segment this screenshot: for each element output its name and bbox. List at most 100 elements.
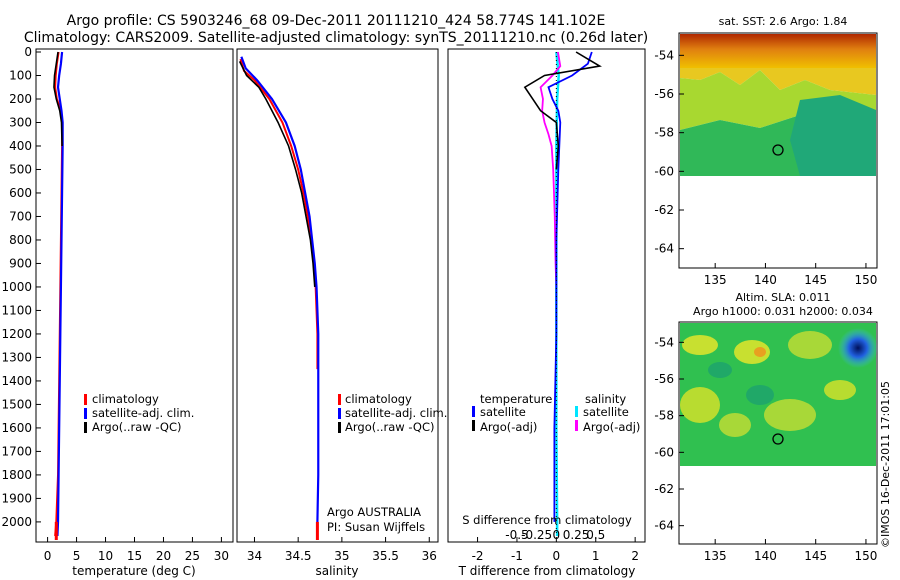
salinity-legend: climatology satellite-adj. clim. Argo(..… bbox=[327, 392, 447, 534]
depth-tick-label: 200 bbox=[9, 92, 32, 106]
depth-tick-label: 400 bbox=[9, 139, 32, 153]
lat-tick-label: -54 bbox=[654, 335, 674, 349]
depth-tick-label: 800 bbox=[9, 233, 32, 247]
sst-map-title: sat. SST: 2.6 Argo: 1.84 bbox=[719, 15, 848, 28]
climatology-bottom-marker bbox=[315, 521, 319, 540]
x-tick-label: 30 bbox=[214, 549, 229, 563]
sla-patch bbox=[746, 385, 774, 405]
lon-tick-label: 140 bbox=[754, 273, 777, 287]
legend-swatch-argo bbox=[338, 422, 341, 433]
depth-tick-label: 700 bbox=[9, 209, 32, 223]
legend-swatch-satellite bbox=[84, 408, 87, 419]
series-s-argo-line bbox=[539, 51, 562, 287]
figure-title-line1: Argo profile: CS 5903246_68 09-Dec-2011 … bbox=[67, 13, 606, 29]
difference-axis-label: T difference from climatology bbox=[458, 564, 636, 578]
depth-tick-label: 500 bbox=[9, 162, 32, 176]
sla-patch bbox=[824, 380, 856, 400]
figure-title-line2: Climatology: CARS2009. Satellite-adjuste… bbox=[24, 30, 648, 46]
legend-title-salinity: salinity bbox=[585, 392, 626, 406]
sla-patch bbox=[734, 340, 770, 364]
sla-patch bbox=[708, 362, 732, 378]
lon-tick-label: 150 bbox=[854, 549, 877, 563]
sla-patch bbox=[680, 387, 720, 423]
sla-patch bbox=[719, 413, 751, 437]
legend-swatch-s-argo bbox=[575, 420, 578, 431]
legend-swatch-s-satellite bbox=[575, 406, 578, 417]
lat-tick-label: -60 bbox=[654, 445, 674, 459]
lat-tick-label: -64 bbox=[654, 242, 674, 256]
legend-label: Argo(-adj) bbox=[583, 420, 640, 434]
temperature-plot: 0 5 10 15 20 25 30 bbox=[44, 51, 229, 563]
legend-swatch-t-argo bbox=[472, 420, 475, 431]
legend-label: satellite bbox=[583, 405, 629, 419]
x-tick-label: 35.5 bbox=[372, 549, 399, 563]
s-tick-label: 0.25 bbox=[563, 528, 590, 542]
legend-label: Argo(..raw -QC) bbox=[345, 420, 435, 434]
depth-tick-label: 1200 bbox=[1, 327, 32, 341]
series-satellite-adj-line bbox=[56, 51, 64, 537]
x-tick-label: 36 bbox=[422, 549, 437, 563]
s-difference-axis-title: S difference from climatology bbox=[462, 513, 632, 527]
sla-map-title-line1: Altim. SLA: 0.011 bbox=[735, 291, 830, 304]
lat-tick-label: -58 bbox=[654, 409, 674, 423]
legend-label: Argo(..raw -QC) bbox=[92, 420, 182, 434]
legend-swatch-t-satellite bbox=[472, 406, 475, 417]
sla-patch bbox=[764, 399, 816, 431]
series-satellite-adj-line bbox=[240, 56, 320, 536]
x-tick-label: 25 bbox=[185, 549, 200, 563]
s-tick-label: -0.5 bbox=[505, 528, 528, 542]
sla-patch bbox=[754, 347, 766, 357]
legend-label: satellite-adj. clim. bbox=[92, 406, 194, 420]
sst-float-marker bbox=[772, 144, 784, 156]
legend-label: Argo(-adj) bbox=[480, 420, 537, 434]
salinity-panel-frame bbox=[236, 48, 439, 543]
climatology-bottom-marker bbox=[54, 521, 58, 540]
depth-tick-label: 1900 bbox=[1, 491, 32, 505]
sst-axis: -54 -56 -58 -60 -62 -64 135 140 145 150 bbox=[654, 48, 877, 287]
depth-tick-label: 100 bbox=[9, 68, 32, 82]
sla-axis: -54 -56 -58 -60 -62 -64 135 140 145 150 bbox=[654, 335, 877, 563]
x-tick-label: 5 bbox=[73, 549, 81, 563]
x-tick-label: 0 bbox=[44, 549, 52, 563]
difference-panel-frame bbox=[447, 48, 646, 543]
depth-tick-label: 1800 bbox=[1, 468, 32, 482]
credit-stamp: ©IMOS 16-Dec-2011 17:01:05 bbox=[879, 381, 892, 548]
x-tick-label: 35 bbox=[334, 549, 349, 563]
sla-patch bbox=[682, 335, 718, 355]
lon-tick-label: 135 bbox=[704, 549, 727, 563]
x-tick-label: 2 bbox=[631, 549, 639, 563]
temperature-legend: climatology satellite-adj. clim. Argo(..… bbox=[84, 392, 194, 434]
series-t-argo-line bbox=[523, 51, 602, 170]
x-tick-label: 1 bbox=[592, 549, 600, 563]
sst-map: -54 -56 -58 -60 -62 -64 135 140 145 150 bbox=[654, 32, 878, 287]
sst-front bbox=[680, 68, 876, 95]
x-tick-label: -1 bbox=[511, 549, 523, 563]
lon-tick-label: 135 bbox=[704, 273, 727, 287]
series-argo-line bbox=[238, 61, 316, 288]
float-pi-note: PI: Susan Wijffels bbox=[327, 520, 425, 534]
lat-tick-label: -62 bbox=[654, 482, 674, 496]
legend-swatch-climatology bbox=[338, 394, 341, 405]
legend-swatch-climatology bbox=[84, 394, 87, 405]
lon-tick-label: 140 bbox=[754, 549, 777, 563]
difference-legend: temperature salinity satellite Argo(-adj… bbox=[462, 392, 640, 527]
temperature-axis-label: temperature (deg C) bbox=[72, 564, 195, 578]
float-institution-note: Argo AUSTRALIA bbox=[327, 505, 421, 519]
lon-tick-label: 150 bbox=[854, 273, 877, 287]
s-tick-label: 0 bbox=[553, 528, 561, 542]
x-tick-label: 0 bbox=[553, 549, 561, 563]
x-tick-label: 34 bbox=[247, 549, 262, 563]
x-tick-label: 34.5 bbox=[285, 549, 312, 563]
sla-map: -54 -56 -58 -60 -62 -64 135 140 145 150 bbox=[654, 321, 878, 563]
depth-tick-label: 1500 bbox=[1, 397, 32, 411]
depth-tick-label: 1300 bbox=[1, 350, 32, 364]
depth-tick-label: 1700 bbox=[1, 444, 32, 458]
x-tick-label: 10 bbox=[98, 549, 113, 563]
depth-tick-label: 2000 bbox=[1, 515, 32, 529]
x-tick-label: 20 bbox=[156, 549, 171, 563]
lat-tick-label: -64 bbox=[654, 519, 674, 533]
sla-eddy bbox=[838, 328, 878, 368]
sla-map-title-line2: Argo h1000: 0.031 h2000: 0.034 bbox=[693, 305, 873, 318]
depth-tick-label: 0 bbox=[24, 45, 32, 59]
